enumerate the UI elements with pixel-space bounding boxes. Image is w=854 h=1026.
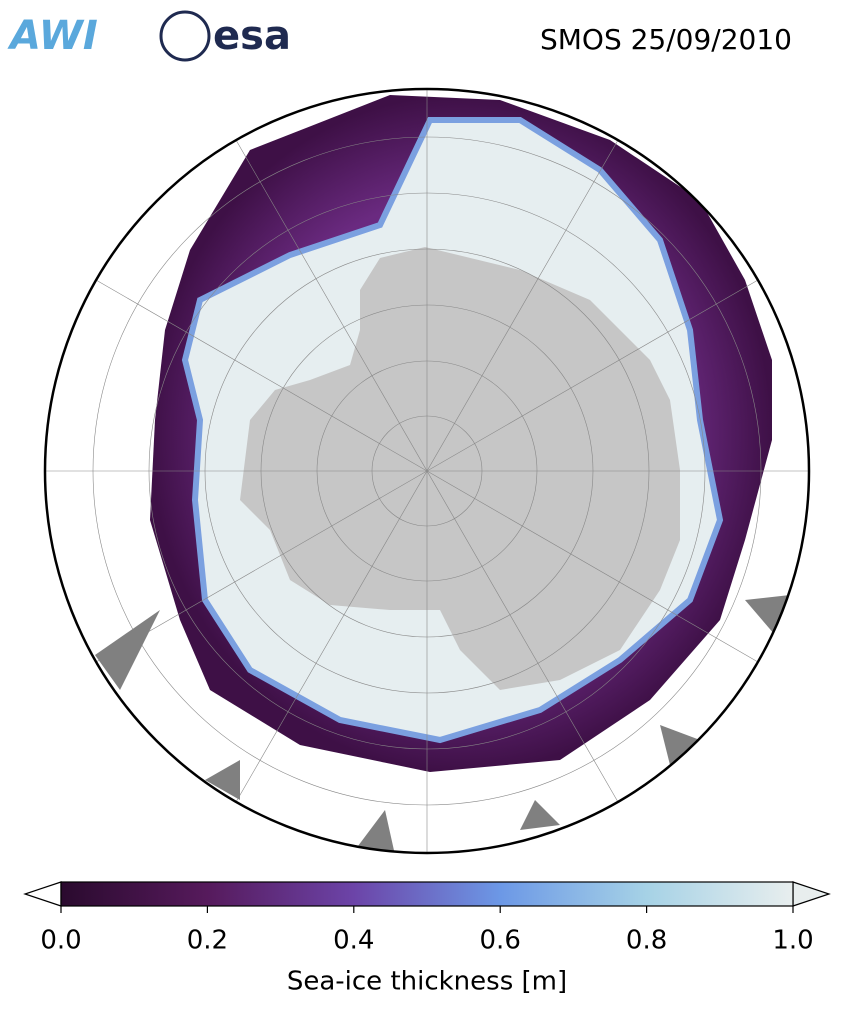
logo-awi: AWI [7, 13, 98, 59]
map [45, 89, 809, 853]
colorbar-tick-label: 1.0 [772, 926, 813, 956]
logo-esa-mark [159, 10, 211, 62]
colorbar-tick-label: 0.0 [40, 926, 81, 956]
colorbar-extend-low [23, 881, 62, 907]
colorbar-extend-high [792, 881, 831, 907]
map-title: SMOS 25/09/2010 [540, 23, 792, 56]
colorbar-label: Sea-ice thickness [m] [287, 967, 567, 997]
land-bits [95, 595, 790, 853]
continent [240, 247, 680, 690]
colorbar-tick-label: 0.8 [626, 926, 667, 956]
colorbar-tick-label: 0.6 [480, 926, 521, 956]
colorbar-tick-label: 0.2 [187, 926, 228, 956]
logo-esa: esa [213, 13, 291, 59]
map-frame [43, 87, 811, 855]
graticule [45, 89, 809, 853]
colorbar: Sea-ice thickness [m] 0.0 0.2 0.4 0.6 0.8 1.0 [23, 881, 831, 997]
colorbar-tick-label: 0.4 [333, 926, 374, 956]
colorbar-ramp [60, 881, 794, 907]
